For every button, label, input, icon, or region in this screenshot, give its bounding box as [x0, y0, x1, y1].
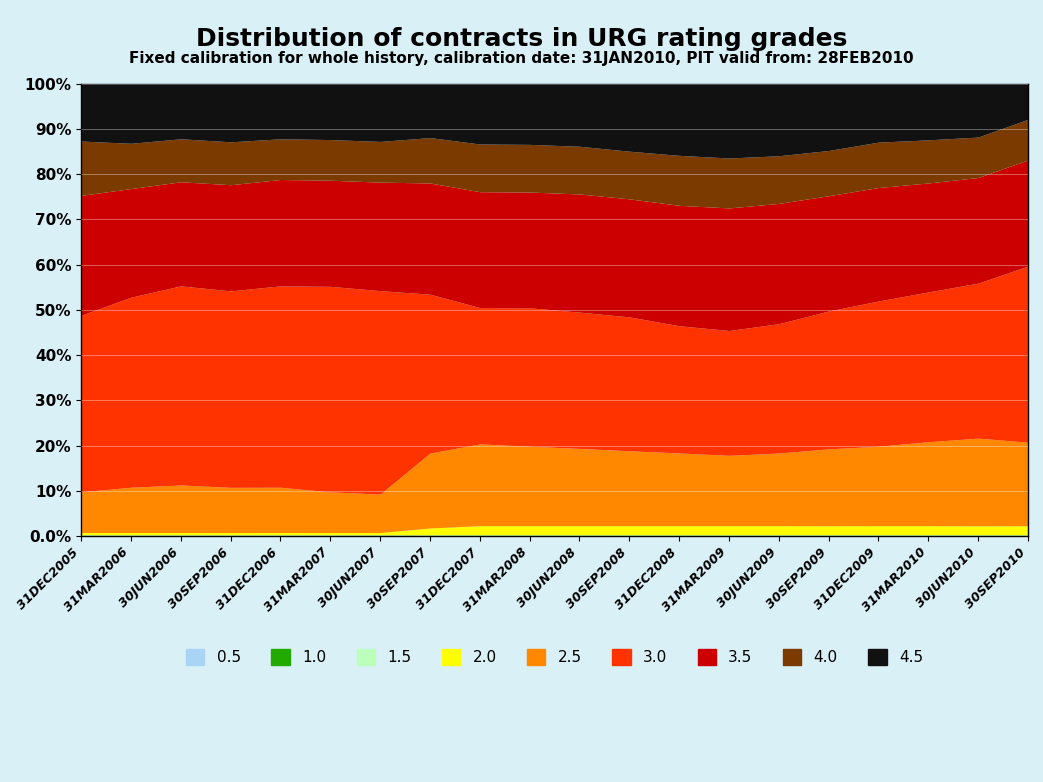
Text: Fixed calibration for whole history, calibration date: 31JAN2010, PIT valid from: Fixed calibration for whole history, cal…	[129, 51, 914, 66]
Legend: 0.5, 1.0, 1.5, 2.0, 2.5, 3.0, 3.5, 4.0, 4.5: 0.5, 1.0, 1.5, 2.0, 2.5, 3.0, 3.5, 4.0, …	[180, 644, 929, 672]
Text: Distribution of contracts in URG rating grades: Distribution of contracts in URG rating …	[196, 27, 847, 52]
